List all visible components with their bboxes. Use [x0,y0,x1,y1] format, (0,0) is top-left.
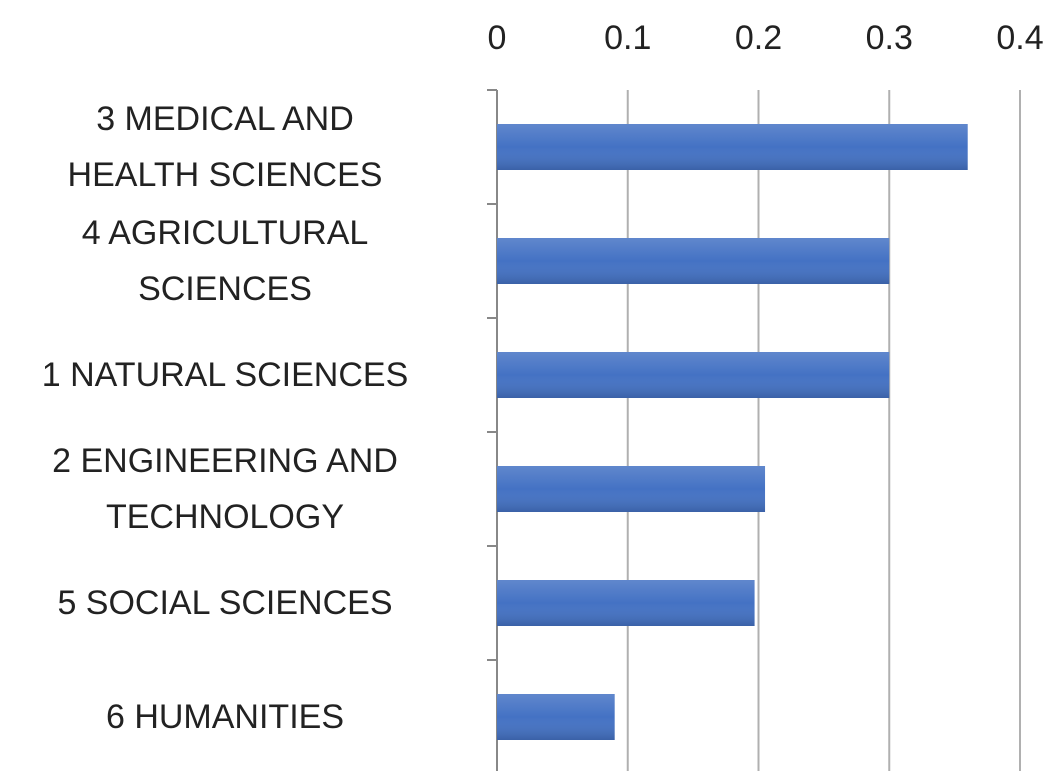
bar-shade [497,124,968,170]
x-tick-label: 0.2 [735,19,782,57]
y-tick-label: 4 AGRICULTURAL SCIENCES [81,214,369,308]
bar-shade [497,352,890,398]
y-tick-label: 3 MEDICAL AND HEALTH SCIENCES [67,100,383,194]
bar-shade [497,694,615,740]
bar-shade [497,238,890,284]
y-tick-label: 5 SOCIAL SCIENCES [57,584,393,622]
x-tick-label: 0 [488,19,507,57]
y-tick-label: 2 ENGINEERING AND TECHNOLOGY [52,442,398,536]
x-tick-label: 0.1 [604,19,651,57]
x-tick-label: 0.4 [996,19,1043,57]
bar-shade [497,580,755,626]
y-tick-label: 6 HUMANITIES [105,698,345,736]
bar-shade [497,466,766,512]
x-tick-label: 0.3 [866,19,913,57]
y-tick-label: 1 NATURAL SCIENCES [41,356,409,394]
